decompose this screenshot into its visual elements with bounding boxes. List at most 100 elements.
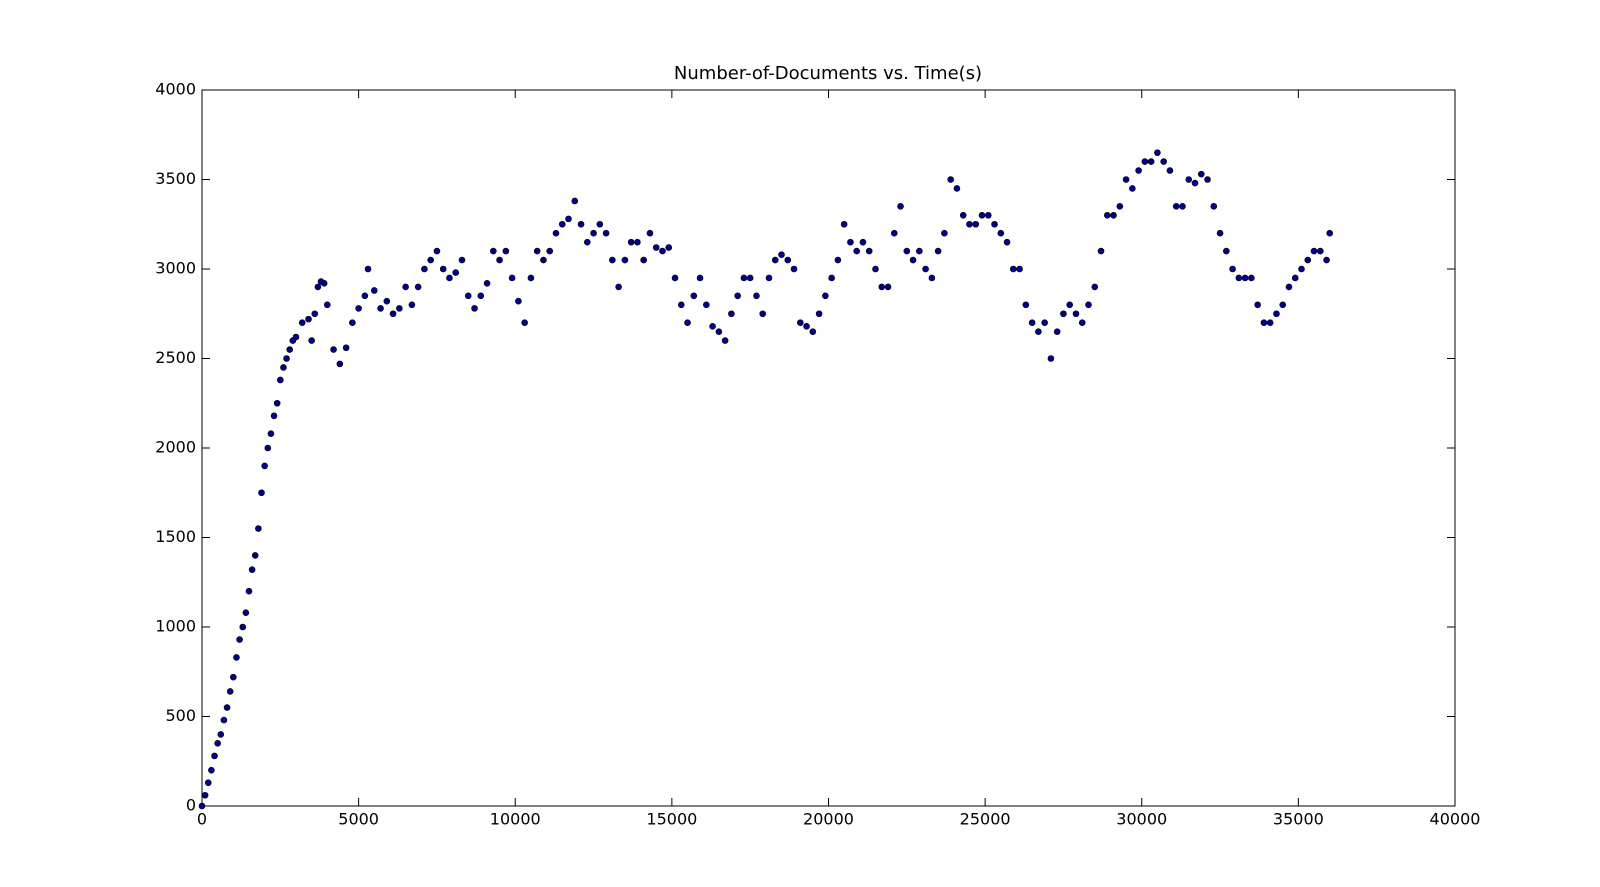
point — [828, 274, 835, 282]
point — [427, 256, 434, 264]
point — [1066, 301, 1074, 309]
point — [1078, 319, 1086, 327]
point — [959, 212, 967, 219]
point — [1298, 265, 1305, 273]
point — [383, 297, 391, 305]
point — [1091, 283, 1099, 291]
point — [784, 256, 792, 264]
point — [1141, 158, 1149, 165]
point — [734, 292, 741, 300]
point — [1060, 310, 1067, 318]
point — [490, 247, 497, 255]
point — [220, 716, 228, 724]
point — [208, 766, 215, 774]
point — [314, 283, 322, 291]
point — [1216, 229, 1224, 237]
point — [984, 212, 992, 219]
point — [615, 283, 622, 291]
point — [408, 301, 416, 309]
point — [565, 215, 572, 223]
point — [414, 283, 422, 291]
point — [596, 220, 604, 228]
point — [1135, 167, 1142, 174]
point — [458, 256, 466, 264]
x-tick-label: 5000 — [338, 810, 379, 829]
point — [361, 292, 369, 300]
point — [496, 256, 503, 264]
point — [1010, 265, 1017, 273]
point — [214, 740, 221, 747]
point — [778, 251, 785, 258]
point — [1223, 247, 1230, 255]
point — [709, 322, 716, 330]
point — [305, 315, 312, 323]
point — [590, 229, 597, 237]
y-tick-label: 4000 — [155, 80, 196, 99]
point — [349, 319, 356, 327]
point — [1248, 274, 1255, 282]
point — [771, 256, 779, 264]
point — [941, 229, 948, 237]
point — [1266, 319, 1274, 327]
x-tick-label: 35000 — [1273, 810, 1324, 829]
point — [239, 623, 247, 631]
point — [991, 220, 998, 228]
point — [330, 346, 337, 353]
point — [928, 274, 936, 282]
point — [947, 176, 954, 183]
point — [953, 185, 961, 192]
point — [308, 337, 315, 344]
point — [1179, 203, 1186, 210]
point — [471, 305, 478, 312]
point — [242, 609, 250, 616]
point — [659, 247, 666, 255]
point — [464, 292, 472, 300]
point — [477, 292, 485, 300]
point — [1210, 203, 1218, 210]
point — [230, 673, 237, 681]
point — [1172, 203, 1180, 210]
point — [502, 247, 510, 255]
y-tick-label: 1000 — [155, 617, 196, 636]
point — [840, 220, 848, 228]
point — [1197, 170, 1205, 178]
point — [251, 552, 259, 559]
point — [198, 802, 206, 810]
point — [1047, 355, 1055, 362]
point — [277, 376, 284, 384]
point — [255, 525, 262, 532]
point — [897, 203, 904, 210]
point — [280, 364, 287, 371]
point — [872, 265, 879, 273]
point — [452, 269, 460, 276]
point — [1317, 247, 1324, 255]
point — [978, 212, 986, 219]
point — [746, 274, 754, 282]
point — [446, 274, 453, 282]
point — [728, 310, 735, 318]
point — [803, 322, 810, 330]
point — [1235, 274, 1243, 282]
y-tick-label: 2000 — [155, 438, 196, 457]
point — [1147, 158, 1155, 165]
point — [740, 274, 748, 282]
point — [1241, 274, 1249, 282]
point — [283, 355, 290, 362]
plot-frame — [201, 89, 1456, 807]
point — [261, 462, 268, 470]
point — [634, 238, 641, 246]
y-tick-label: 3500 — [155, 169, 196, 188]
point — [273, 399, 281, 407]
point — [552, 229, 560, 237]
point — [847, 238, 854, 246]
point — [721, 337, 729, 344]
point — [236, 636, 243, 643]
point — [1122, 176, 1130, 183]
point — [1279, 301, 1287, 309]
x-tick-label: 30000 — [1116, 810, 1167, 829]
point — [204, 779, 212, 787]
point — [267, 430, 275, 437]
point — [258, 489, 265, 497]
point — [1160, 158, 1167, 165]
